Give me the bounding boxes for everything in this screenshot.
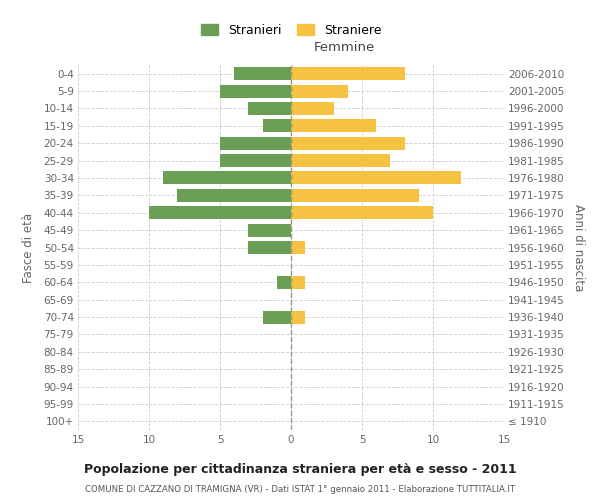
Legend: Stranieri, Straniere: Stranieri, Straniere bbox=[197, 20, 385, 40]
Bar bbox=[220, 84, 291, 98]
Bar bbox=[178, 189, 291, 202]
Bar bbox=[291, 189, 419, 202]
Bar bbox=[234, 67, 291, 80]
Bar bbox=[291, 136, 404, 149]
Bar bbox=[291, 241, 305, 254]
Bar bbox=[248, 102, 291, 115]
Bar bbox=[291, 276, 305, 289]
Bar bbox=[277, 276, 291, 289]
Y-axis label: Fasce di età: Fasce di età bbox=[22, 212, 35, 282]
Bar bbox=[291, 172, 461, 184]
Bar bbox=[248, 224, 291, 236]
Bar bbox=[291, 84, 348, 98]
Bar bbox=[263, 120, 291, 132]
Bar bbox=[149, 206, 291, 220]
Text: COMUNE DI CAZZANO DI TRAMIGNA (VR) - Dati ISTAT 1° gennaio 2011 - Elaborazione T: COMUNE DI CAZZANO DI TRAMIGNA (VR) - Dat… bbox=[85, 485, 515, 494]
Bar bbox=[248, 241, 291, 254]
Bar bbox=[291, 310, 305, 324]
Bar bbox=[263, 310, 291, 324]
Bar bbox=[291, 67, 404, 80]
Bar bbox=[291, 102, 334, 115]
Bar bbox=[220, 154, 291, 167]
Bar bbox=[291, 206, 433, 220]
Bar bbox=[220, 136, 291, 149]
Bar bbox=[291, 154, 391, 167]
Bar bbox=[291, 120, 376, 132]
Bar bbox=[163, 172, 291, 184]
Text: Femmine: Femmine bbox=[314, 41, 375, 54]
Text: Popolazione per cittadinanza straniera per età e sesso - 2011: Popolazione per cittadinanza straniera p… bbox=[83, 462, 517, 475]
Y-axis label: Anni di nascita: Anni di nascita bbox=[572, 204, 586, 291]
